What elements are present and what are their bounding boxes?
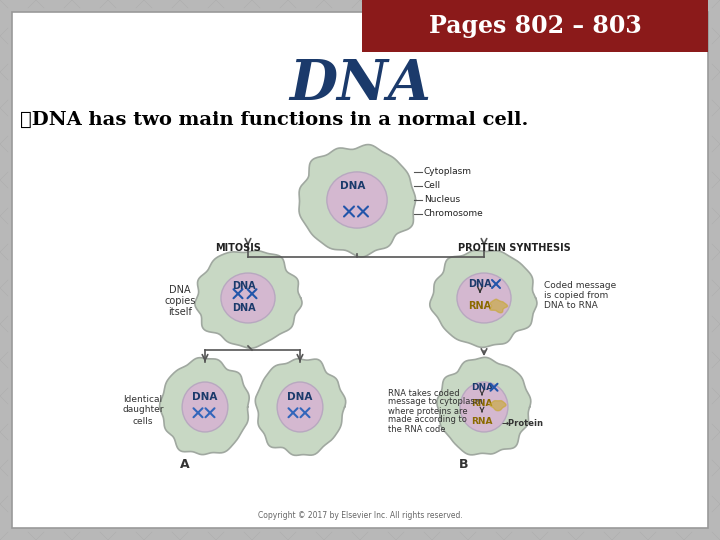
Ellipse shape bbox=[460, 382, 508, 432]
Text: Cell: Cell bbox=[424, 181, 441, 191]
FancyBboxPatch shape bbox=[362, 0, 708, 52]
Text: Copyright © 2017 by Elsevier Inc. All rights reserved.: Copyright © 2017 by Elsevier Inc. All ri… bbox=[258, 511, 462, 521]
Ellipse shape bbox=[221, 273, 275, 323]
Text: is copied from: is copied from bbox=[544, 292, 608, 300]
Text: Nucleus: Nucleus bbox=[424, 195, 460, 205]
Polygon shape bbox=[437, 357, 531, 455]
Text: DNA: DNA bbox=[289, 57, 431, 111]
Polygon shape bbox=[490, 401, 506, 411]
Text: Cytoplasm: Cytoplasm bbox=[424, 167, 472, 177]
Polygon shape bbox=[195, 251, 302, 348]
Text: RNA: RNA bbox=[469, 301, 492, 311]
Text: RNA: RNA bbox=[472, 416, 492, 426]
Text: the RNA code: the RNA code bbox=[388, 424, 446, 434]
Text: DNA: DNA bbox=[341, 181, 366, 191]
FancyBboxPatch shape bbox=[12, 12, 708, 528]
Polygon shape bbox=[299, 145, 415, 257]
Text: made according to: made according to bbox=[388, 415, 467, 424]
Text: ❖DNA has two main functions in a normal cell.: ❖DNA has two main functions in a normal … bbox=[20, 111, 528, 129]
Text: daughter: daughter bbox=[122, 406, 163, 415]
Text: cells: cells bbox=[132, 416, 153, 426]
Text: Coded message: Coded message bbox=[544, 281, 616, 291]
Text: A: A bbox=[180, 458, 190, 471]
Polygon shape bbox=[256, 359, 346, 455]
Text: DNA: DNA bbox=[232, 303, 256, 313]
Text: →Protein: →Protein bbox=[502, 418, 544, 428]
Text: copies: copies bbox=[164, 296, 196, 306]
Ellipse shape bbox=[457, 273, 511, 323]
Text: DNA: DNA bbox=[232, 281, 256, 291]
Text: MITOSIS: MITOSIS bbox=[215, 243, 261, 253]
Polygon shape bbox=[490, 299, 508, 313]
Ellipse shape bbox=[277, 382, 323, 432]
Text: Chromosome: Chromosome bbox=[424, 210, 484, 219]
Text: Identical: Identical bbox=[123, 395, 163, 403]
Text: where proteins are: where proteins are bbox=[388, 407, 467, 415]
Text: Pages 802 – 803: Pages 802 – 803 bbox=[428, 14, 642, 38]
Text: DNA: DNA bbox=[471, 382, 493, 392]
Polygon shape bbox=[430, 251, 537, 347]
Polygon shape bbox=[160, 357, 249, 455]
Ellipse shape bbox=[182, 382, 228, 432]
Text: RNA: RNA bbox=[472, 400, 492, 408]
Text: itself: itself bbox=[168, 307, 192, 317]
Text: message to cytoplasm: message to cytoplasm bbox=[388, 397, 483, 407]
Text: DNA: DNA bbox=[468, 279, 492, 289]
Text: DNA: DNA bbox=[287, 392, 312, 402]
Text: DNA to RNA: DNA to RNA bbox=[544, 301, 598, 310]
Text: PROTEIN SYNTHESIS: PROTEIN SYNTHESIS bbox=[458, 243, 570, 253]
Text: DNA: DNA bbox=[192, 392, 217, 402]
Ellipse shape bbox=[327, 172, 387, 228]
Text: RNA takes coded: RNA takes coded bbox=[388, 388, 459, 397]
Text: B: B bbox=[459, 458, 469, 471]
Text: DNA: DNA bbox=[169, 285, 191, 295]
